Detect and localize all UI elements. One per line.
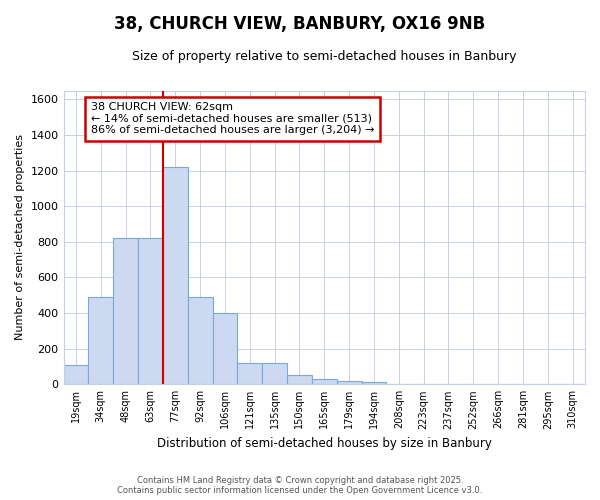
Title: Size of property relative to semi-detached houses in Banbury: Size of property relative to semi-detach… xyxy=(132,50,517,63)
Bar xyxy=(64,364,88,384)
Text: 38 CHURCH VIEW: 62sqm
← 14% of semi-detached houses are smaller (513)
86% of sem: 38 CHURCH VIEW: 62sqm ← 14% of semi-deta… xyxy=(91,102,374,136)
Text: Contains HM Land Registry data © Crown copyright and database right 2025.
Contai: Contains HM Land Registry data © Crown c… xyxy=(118,476,482,495)
Bar xyxy=(138,238,163,384)
Bar xyxy=(262,363,287,384)
Bar xyxy=(238,363,262,384)
Bar xyxy=(88,297,113,384)
X-axis label: Distribution of semi-detached houses by size in Banbury: Distribution of semi-detached houses by … xyxy=(157,437,492,450)
Bar xyxy=(212,313,238,384)
Text: 38, CHURCH VIEW, BANBURY, OX16 9NB: 38, CHURCH VIEW, BANBURY, OX16 9NB xyxy=(115,15,485,33)
Bar xyxy=(188,297,212,384)
Bar xyxy=(312,379,337,384)
Bar xyxy=(362,382,386,384)
Bar xyxy=(337,380,362,384)
Bar xyxy=(113,238,138,384)
Y-axis label: Number of semi-detached properties: Number of semi-detached properties xyxy=(15,134,25,340)
Bar xyxy=(163,167,188,384)
Bar xyxy=(287,374,312,384)
